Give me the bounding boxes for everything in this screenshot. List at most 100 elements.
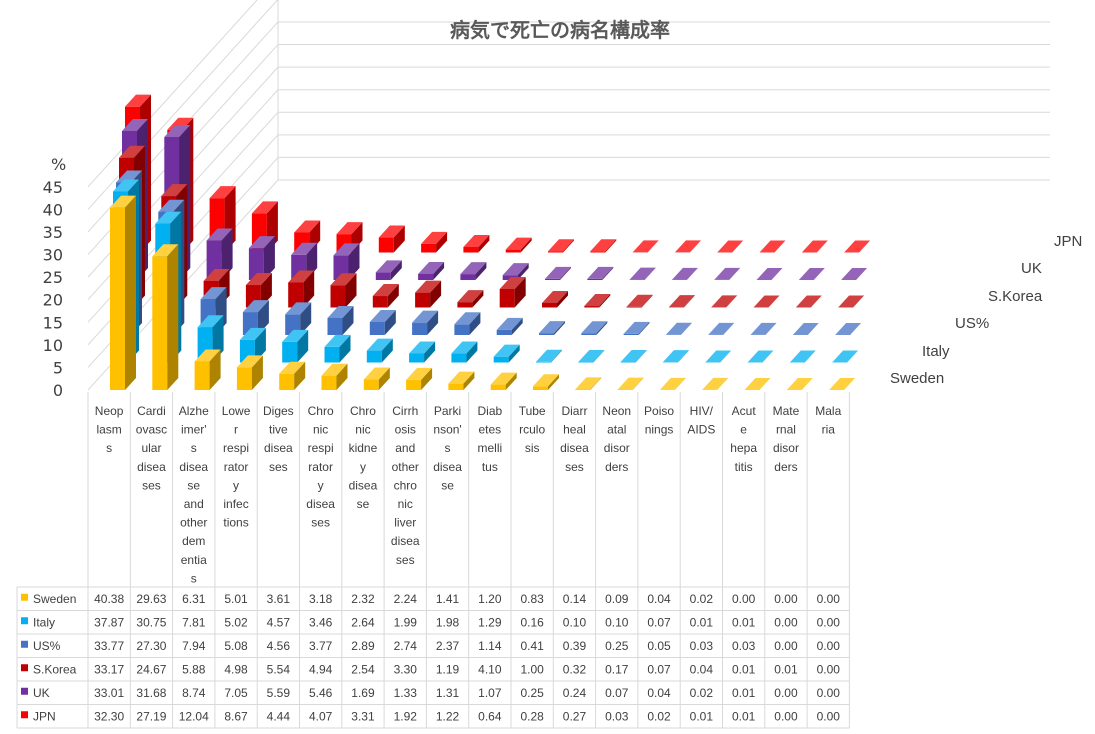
y-tick-label: 25 [43,268,63,287]
category-label: hepa [730,441,757,455]
bar [533,374,559,390]
table-cell: 0.07 [647,615,671,629]
bar [711,295,738,308]
bar [753,295,780,308]
category-label: entia [181,553,207,567]
category-label: AIDS [687,423,715,437]
category-label: disor [773,441,799,455]
bar [662,350,689,363]
category-label: Parki [434,404,461,418]
bar [584,294,611,308]
table-cell: 4.57 [267,615,291,629]
table-cell: 4.94 [309,662,333,676]
series-label: UK [1021,260,1042,277]
series-depth-labels: Sweden Italy US% S.Korea UK JPN [890,233,1082,387]
table-cell: 27.30 [136,639,166,653]
category-label: ses [396,553,415,567]
table-cell: 0.00 [817,686,841,700]
category-label: liver [394,516,416,530]
category-label: ses [565,460,584,474]
bar [463,234,490,253]
bar [366,338,393,363]
table-cell: 3.31 [351,709,375,723]
bar [705,350,732,363]
y-tick-label: 0 [53,381,63,400]
bar [418,261,445,280]
table-cell: 3.30 [394,662,418,676]
table-cell: 5.88 [182,662,206,676]
bar [152,244,179,390]
bar [248,236,275,280]
bar [786,378,813,390]
table-cell: 2.24 [394,592,418,606]
table-cell: 2.74 [394,639,418,653]
table-cell: 0.10 [563,615,587,629]
bar [759,240,786,253]
category-label: rator [224,460,249,474]
table-cell: 3.77 [309,639,333,653]
table-cell: 33.01 [94,686,124,700]
category-label: se [357,497,370,511]
table-cell: 8.67 [224,709,248,723]
category-label: melli [478,441,503,455]
category-label: Neop [95,404,124,418]
table-cell: 1.29 [478,615,502,629]
legend-key [21,593,28,601]
table-cell: 0.09 [605,592,629,606]
table-cell: 12.04 [179,709,209,723]
category-label: ses [269,460,288,474]
category-label: dem [182,534,205,548]
bar [841,268,868,280]
y-tick-label: 20 [43,291,63,310]
table-cell: 24.67 [136,662,166,676]
category-label: tions [223,516,248,530]
legend-key [21,664,28,672]
table-cell: 0.64 [478,709,502,723]
bar [542,290,568,308]
category-label: rnal [776,423,796,437]
table-cell: 0.00 [817,592,841,606]
bar [490,372,517,390]
y-axis-label: % [51,155,66,174]
category-label: Diges [263,404,294,418]
table-cell: 0.17 [605,662,629,676]
table-cell: 1.33 [394,686,418,700]
category-label: disea [306,497,335,511]
table-cell: 0.04 [690,662,714,676]
bar [110,195,136,390]
table-cell: 4.56 [267,639,291,653]
category-label: chro [394,478,418,492]
bar [409,341,436,363]
table-cell: 4.07 [309,709,333,723]
y-tick-label: 15 [43,313,63,332]
category-label: nic [313,423,328,437]
category-label: atal [607,423,626,437]
category-label: disor [604,441,630,455]
table-cell: 2.89 [351,639,375,653]
series-label: Sweden [890,370,944,387]
table-cell: 0.00 [774,686,798,700]
bar [829,378,856,390]
y-axis-ticks: 0 5 10 15 20 25 30 35 40 45 [43,178,63,400]
bar [330,273,357,308]
bar [587,266,614,280]
bar [674,240,701,253]
bar [496,317,523,335]
category-label: se [441,478,454,492]
bar [838,295,865,308]
table-cell: 0.27 [563,709,587,723]
category-label: Mala [815,404,841,418]
category-label: infec [223,497,248,511]
category-label: tus [482,460,498,474]
table-cell: 0.10 [605,615,629,629]
bar [668,295,695,308]
series-name: US% [33,639,61,653]
category-label: ovasc [136,423,167,437]
bar [832,350,859,363]
series-name: UK [33,686,50,700]
table-cell: 32.30 [94,709,124,723]
table-cell: 7.94 [182,639,206,653]
table-cell: 0.03 [690,639,714,653]
category-label: rator [308,460,333,474]
